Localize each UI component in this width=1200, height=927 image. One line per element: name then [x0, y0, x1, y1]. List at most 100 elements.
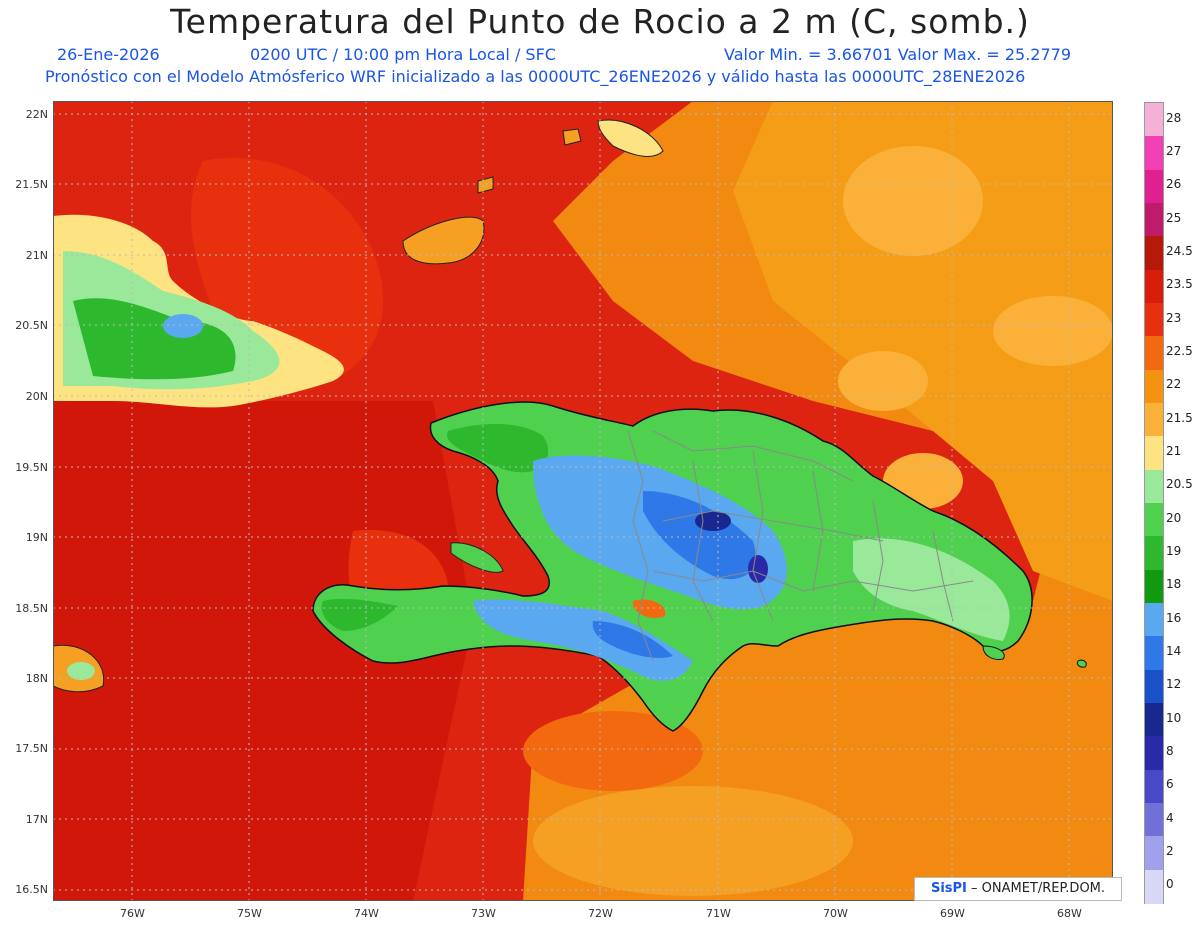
- legend-swatch: [1145, 669, 1163, 704]
- legend-swatch: [1145, 569, 1163, 604]
- lon-label: 68W: [1057, 907, 1082, 920]
- legend-label: 28: [1166, 110, 1182, 125]
- credit-box: SisPI – ONAMET/REP.DOM.: [914, 877, 1122, 901]
- color-legend: [1144, 102, 1164, 904]
- caicos-islands: [597, 119, 664, 157]
- map-frame: [53, 101, 1113, 901]
- cuba-dark-green: [73, 298, 236, 380]
- forecast-date: 26-Ene-2026: [57, 45, 160, 64]
- lon-label: 72W: [588, 907, 613, 920]
- map-title: Temperatura del Punto de Rocio a 2 m (C,…: [170, 2, 1030, 41]
- lat-label: 21.5N: [15, 178, 48, 191]
- mona-island: [1076, 659, 1087, 668]
- lon-label: 69W: [940, 907, 965, 920]
- legend-swatch: [1145, 769, 1163, 804]
- lon-label: 74W: [354, 907, 379, 920]
- haiti-south-green: [321, 598, 398, 631]
- lat-label: 20.5N: [15, 319, 48, 332]
- sea-dark-red: [53, 401, 473, 901]
- legend-swatch: [1145, 836, 1163, 871]
- legend-swatch: [1145, 369, 1163, 404]
- legend-label: 24.5: [1166, 244, 1193, 258]
- lon-label: 71W: [706, 907, 731, 920]
- legend-label: 21.5: [1166, 410, 1193, 425]
- lat-label: 19.5N: [15, 461, 48, 474]
- lon-label: 75W: [237, 907, 262, 920]
- legend-swatch: [1145, 503, 1163, 537]
- caicos-islands: [562, 128, 582, 146]
- dewpoint-map: [53, 101, 1113, 901]
- legend-label: 23: [1166, 310, 1182, 325]
- legend-swatch: [1145, 269, 1163, 304]
- lon-label: 76W: [120, 907, 145, 920]
- peak-dark: [748, 555, 768, 583]
- graticule: [53, 101, 1113, 901]
- legend-swatch: [1145, 603, 1163, 637]
- legend-swatch: [1145, 136, 1163, 171]
- orange-blob: [523, 711, 703, 791]
- cuba-blue: [163, 314, 203, 338]
- legend-label: 12: [1166, 677, 1182, 692]
- orange-blob: [533, 786, 853, 896]
- sea-light-orange: [733, 101, 1113, 601]
- haiti-north-green: [447, 424, 549, 473]
- jamaica-green: [67, 662, 95, 680]
- legend-swatch: [1145, 336, 1163, 371]
- legend-swatch: [1145, 103, 1163, 137]
- map-canvas: [53, 101, 1113, 901]
- credit-text: – ONAMET/REP.DOM.: [966, 881, 1106, 896]
- lat-label: 18N: [25, 672, 48, 685]
- legend-swatch: [1145, 469, 1163, 504]
- peak-dark: [695, 511, 731, 531]
- legend-label: 27: [1166, 144, 1182, 158]
- orange-blob: [843, 146, 983, 256]
- lon-label: 70W: [823, 907, 848, 920]
- legend-label: 19: [1166, 544, 1182, 558]
- model-info: Pronóstico con el Modelo Atmósferico WRF…: [45, 67, 1026, 86]
- legend-swatch: [1145, 436, 1163, 471]
- south-blue: [473, 599, 693, 681]
- legend-swatch: [1145, 169, 1163, 204]
- legend-swatch: [1145, 536, 1163, 571]
- legend-swatch: [1145, 303, 1163, 337]
- orange-blob: [838, 351, 928, 411]
- legend-swatch: [1145, 636, 1163, 671]
- lat-label: 16.5N: [15, 883, 48, 896]
- legend-label: 2: [1166, 844, 1174, 858]
- gonave-island: [450, 542, 504, 573]
- legend-swatch: [1145, 236, 1163, 271]
- legend-label: 20.5: [1166, 477, 1193, 492]
- inagua-island: [402, 216, 485, 265]
- legend-swatch: [1145, 869, 1163, 904]
- legend-label: 0: [1166, 877, 1174, 892]
- legend-label: 8: [1166, 744, 1174, 758]
- legend-label: 25: [1166, 210, 1182, 225]
- province-borders: [627, 430, 974, 662]
- cordillera-blue: [643, 491, 756, 580]
- legend-label: 22.5: [1166, 344, 1193, 358]
- east-light-green: [853, 538, 1010, 641]
- lat-label: 18.5N: [15, 602, 48, 615]
- legend-label: 26: [1166, 177, 1182, 192]
- legend-label: 20: [1166, 510, 1182, 525]
- legend-label: 18: [1166, 577, 1182, 592]
- legend-swatch: [1145, 803, 1163, 837]
- legend-label: 23.5: [1166, 277, 1193, 292]
- small-island: [477, 176, 494, 194]
- lat-label: 19N: [25, 531, 48, 544]
- lon-label: 73W: [471, 907, 496, 920]
- lat-label: 20N: [25, 390, 48, 403]
- legend-swatch: [1145, 703, 1163, 737]
- lat-label: 22N: [25, 108, 48, 121]
- legend-label: 14: [1166, 644, 1182, 658]
- lat-label: 17N: [25, 813, 48, 826]
- lat-label: 21N: [25, 249, 48, 262]
- min-max-values: Valor Min. = 3.66701 Valor Max. = 25.277…: [724, 45, 1072, 64]
- legend-label: 6: [1166, 777, 1174, 792]
- lat-label: 17.5N: [15, 742, 48, 755]
- forecast-time: 0200 UTC / 10:00 pm Hora Local / SFC: [250, 45, 556, 64]
- legend-swatch: [1145, 403, 1163, 437]
- baoruco-blue: [592, 621, 673, 658]
- legend-label: 22: [1166, 377, 1182, 392]
- legend-label: 10: [1166, 710, 1182, 725]
